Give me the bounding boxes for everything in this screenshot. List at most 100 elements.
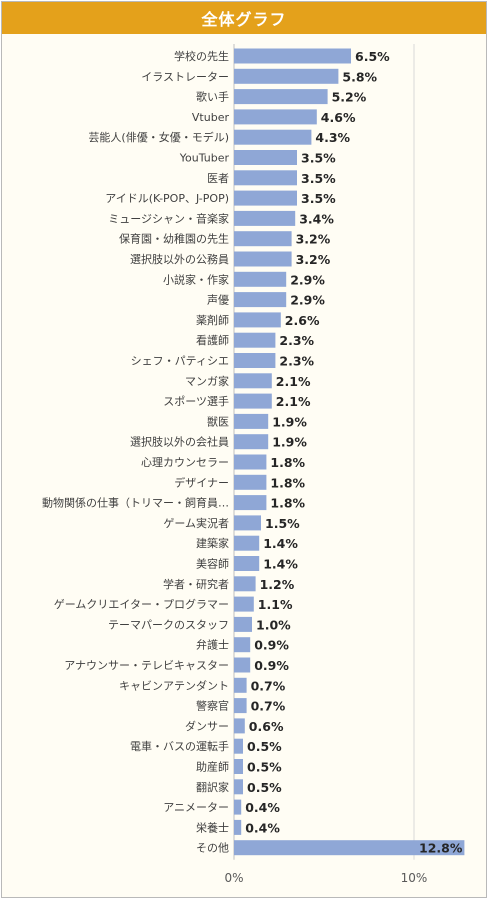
- data-label: 1.2%: [260, 577, 295, 592]
- data-label: 0.5%: [247, 780, 282, 795]
- data-label: 0.5%: [247, 739, 282, 754]
- bar: [234, 373, 272, 389]
- bar: [234, 474, 267, 490]
- category-label: 助産師: [196, 760, 229, 774]
- bar: [234, 190, 297, 206]
- data-label: 3.2%: [296, 232, 331, 247]
- category-label: ダンサー: [185, 719, 229, 733]
- data-label: 3.5%: [301, 191, 336, 206]
- bar: [234, 718, 245, 734]
- bar: [234, 150, 297, 165]
- data-label: 0.9%: [254, 658, 289, 673]
- data-label: 2.1%: [276, 374, 311, 389]
- data-label: 3.4%: [299, 211, 334, 226]
- category-label: 建築家: [196, 536, 229, 550]
- data-label: 3.5%: [301, 171, 336, 186]
- data-label: 1.8%: [270, 496, 305, 511]
- category-label: キャビンアテンダント: [119, 678, 229, 692]
- data-label: 0.6%: [249, 719, 284, 734]
- data-label: 1.8%: [270, 455, 305, 470]
- bar: [234, 48, 351, 64]
- category-label: その他: [196, 842, 229, 855]
- category-label: スポーツ選手: [163, 394, 229, 408]
- data-label: 2.9%: [290, 272, 325, 287]
- category-label: 心理カウンセラー: [141, 456, 229, 469]
- category-label: マンガ家: [185, 374, 229, 388]
- data-label: 1.4%: [263, 557, 298, 572]
- category-label: 獣医: [207, 414, 229, 428]
- data-label: 2.6%: [285, 313, 320, 328]
- bar: [234, 616, 252, 632]
- data-label: 12.8%: [419, 841, 463, 856]
- bar: [234, 231, 292, 247]
- bar: [234, 596, 254, 612]
- data-label: 0.7%: [251, 678, 286, 693]
- data-label: 4.3%: [315, 130, 350, 145]
- category-label: 栄養士: [196, 820, 229, 834]
- bar: [234, 210, 296, 226]
- bar: [234, 353, 276, 368]
- data-label: 2.3%: [279, 354, 314, 369]
- category-label: デザイナー: [174, 475, 229, 489]
- bar: [234, 170, 297, 186]
- category-label: 保育園・幼稚園の先生: [119, 232, 229, 246]
- data-label: 5.8%: [342, 69, 377, 84]
- data-label: 2.1%: [276, 394, 311, 409]
- category-label: 声優: [207, 293, 229, 307]
- category-label: 動物関係の仕事（トリマー・飼育員…: [42, 496, 229, 510]
- category-label: 学者・研究者: [163, 577, 229, 591]
- category-label: 芸能人(俳優・女優・モデル): [88, 130, 229, 144]
- category-label: アニメーター: [163, 801, 229, 814]
- category-label: 学校の先生: [174, 49, 229, 63]
- data-label: 5.2%: [332, 90, 367, 105]
- category-label: ミュージシャン・音楽家: [108, 211, 229, 225]
- category-label: アイドル(K-POP、J-POP): [105, 192, 229, 205]
- data-label: 1.0%: [256, 617, 291, 632]
- data-label: 0.4%: [245, 800, 280, 815]
- bar: [234, 68, 339, 84]
- data-label: 2.9%: [290, 293, 325, 308]
- bar: [234, 535, 260, 551]
- data-label: 0.7%: [251, 699, 286, 714]
- category-label: Vtuber: [192, 111, 230, 124]
- data-label: 6.5%: [355, 49, 390, 64]
- bar: [234, 738, 243, 754]
- category-label: 美容師: [196, 557, 229, 571]
- category-label: 警察官: [196, 699, 229, 713]
- bar: [234, 251, 292, 267]
- data-label: 0.4%: [245, 820, 280, 835]
- data-label: 1.8%: [270, 475, 305, 490]
- category-label: 歌い手: [196, 90, 229, 104]
- chart-title: 全体グラフ: [2, 2, 486, 34]
- data-label: 1.5%: [265, 516, 300, 531]
- data-label: 3.5%: [301, 151, 336, 166]
- category-label: シェフ・パティシエ: [131, 355, 229, 368]
- bar: [234, 759, 243, 774]
- bar: [234, 495, 267, 511]
- data-label: 2.3%: [279, 333, 314, 348]
- data-label: 1.9%: [272, 414, 307, 429]
- category-label: イラストレーター: [141, 70, 229, 83]
- bar: [234, 413, 269, 429]
- x-tick-label: 10%: [401, 871, 428, 885]
- bar: [234, 840, 465, 856]
- bar: [234, 109, 317, 125]
- category-label: 選択肢以外の会社員: [130, 435, 229, 449]
- bar: [234, 89, 328, 105]
- data-label: 1.9%: [272, 435, 307, 450]
- bar: [234, 637, 251, 653]
- bar: [234, 332, 276, 348]
- bar: [234, 556, 260, 571]
- category-label: 小説家・作家: [163, 272, 229, 286]
- data-label: 0.9%: [254, 638, 289, 653]
- category-label: 電車・バスの運転手: [130, 739, 229, 753]
- category-label: YouTuber: [179, 152, 230, 165]
- data-label: 0.5%: [247, 760, 282, 775]
- bar: [234, 271, 287, 287]
- data-label: 4.6%: [321, 110, 356, 125]
- category-label: アナウンサー・テレビキャスター: [64, 659, 229, 672]
- category-label: 翻訳家: [196, 780, 229, 794]
- data-label: 1.1%: [258, 597, 293, 612]
